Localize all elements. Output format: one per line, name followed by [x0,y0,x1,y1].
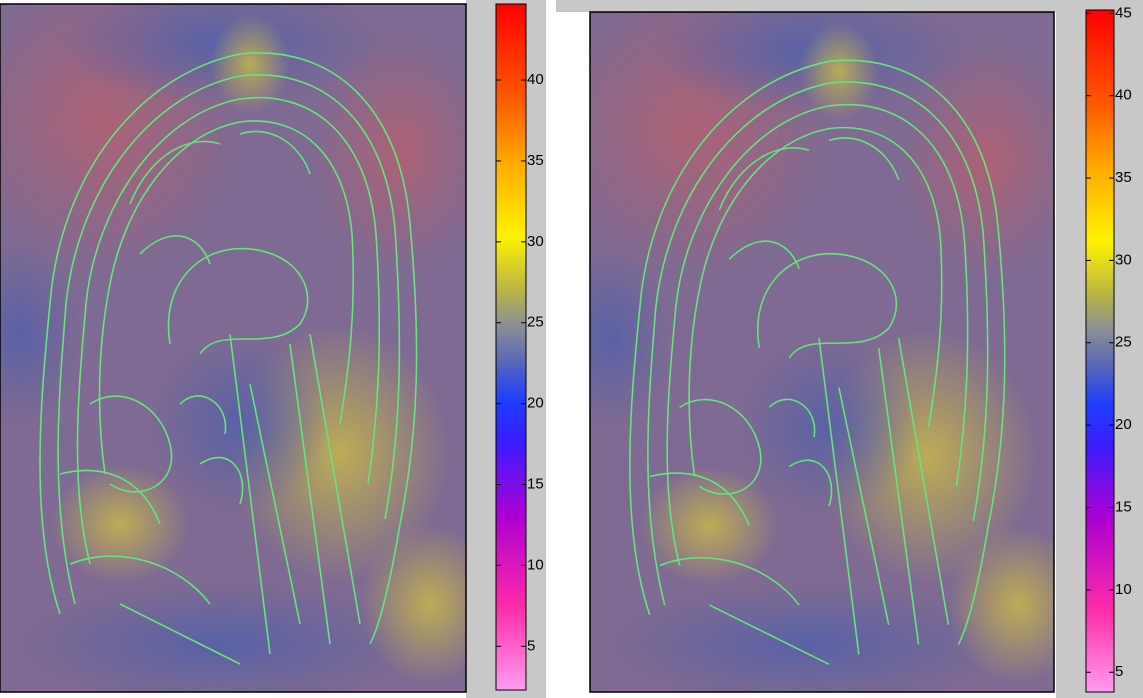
colorbar-tick-label: 35 [527,152,544,169]
colorbar [496,4,526,690]
colorbar-tick-label: 15 [1115,498,1132,515]
colorbar-tick-label: 20 [1115,416,1132,433]
colorbar-tick-label: 40 [1115,87,1132,104]
heatmap [550,0,1088,698]
colorbar-tick-label: 25 [1115,334,1132,351]
colorbar-tick-label: 40 [527,71,544,88]
colorbar-tick-label: 15 [527,475,544,492]
colorbar-tick-label: 5 [1115,663,1123,680]
colorbar-tick-label: 20 [527,395,544,412]
colorbar-tick-label: 10 [527,556,544,573]
colorbar-tick-label: 5 [527,637,535,654]
colorbar-tick-label: 30 [527,233,544,250]
colorbar-tick-label: 10 [1115,581,1132,598]
heatmap-image [550,0,1088,698]
heatmap [0,0,500,698]
colorbar-tick-label: 30 [1115,251,1132,268]
colorbar-tick-label: 45 [1115,4,1132,21]
figure: 5 10 15 20 25 30 35 40 5 10 15 20 25 30 35 40 45 [0,0,1143,698]
colorbar-tick-label: 35 [1115,169,1132,186]
top-strip [556,0,1143,12]
colorbar-tick-label: 25 [527,314,544,331]
heatmap-image [0,0,500,698]
